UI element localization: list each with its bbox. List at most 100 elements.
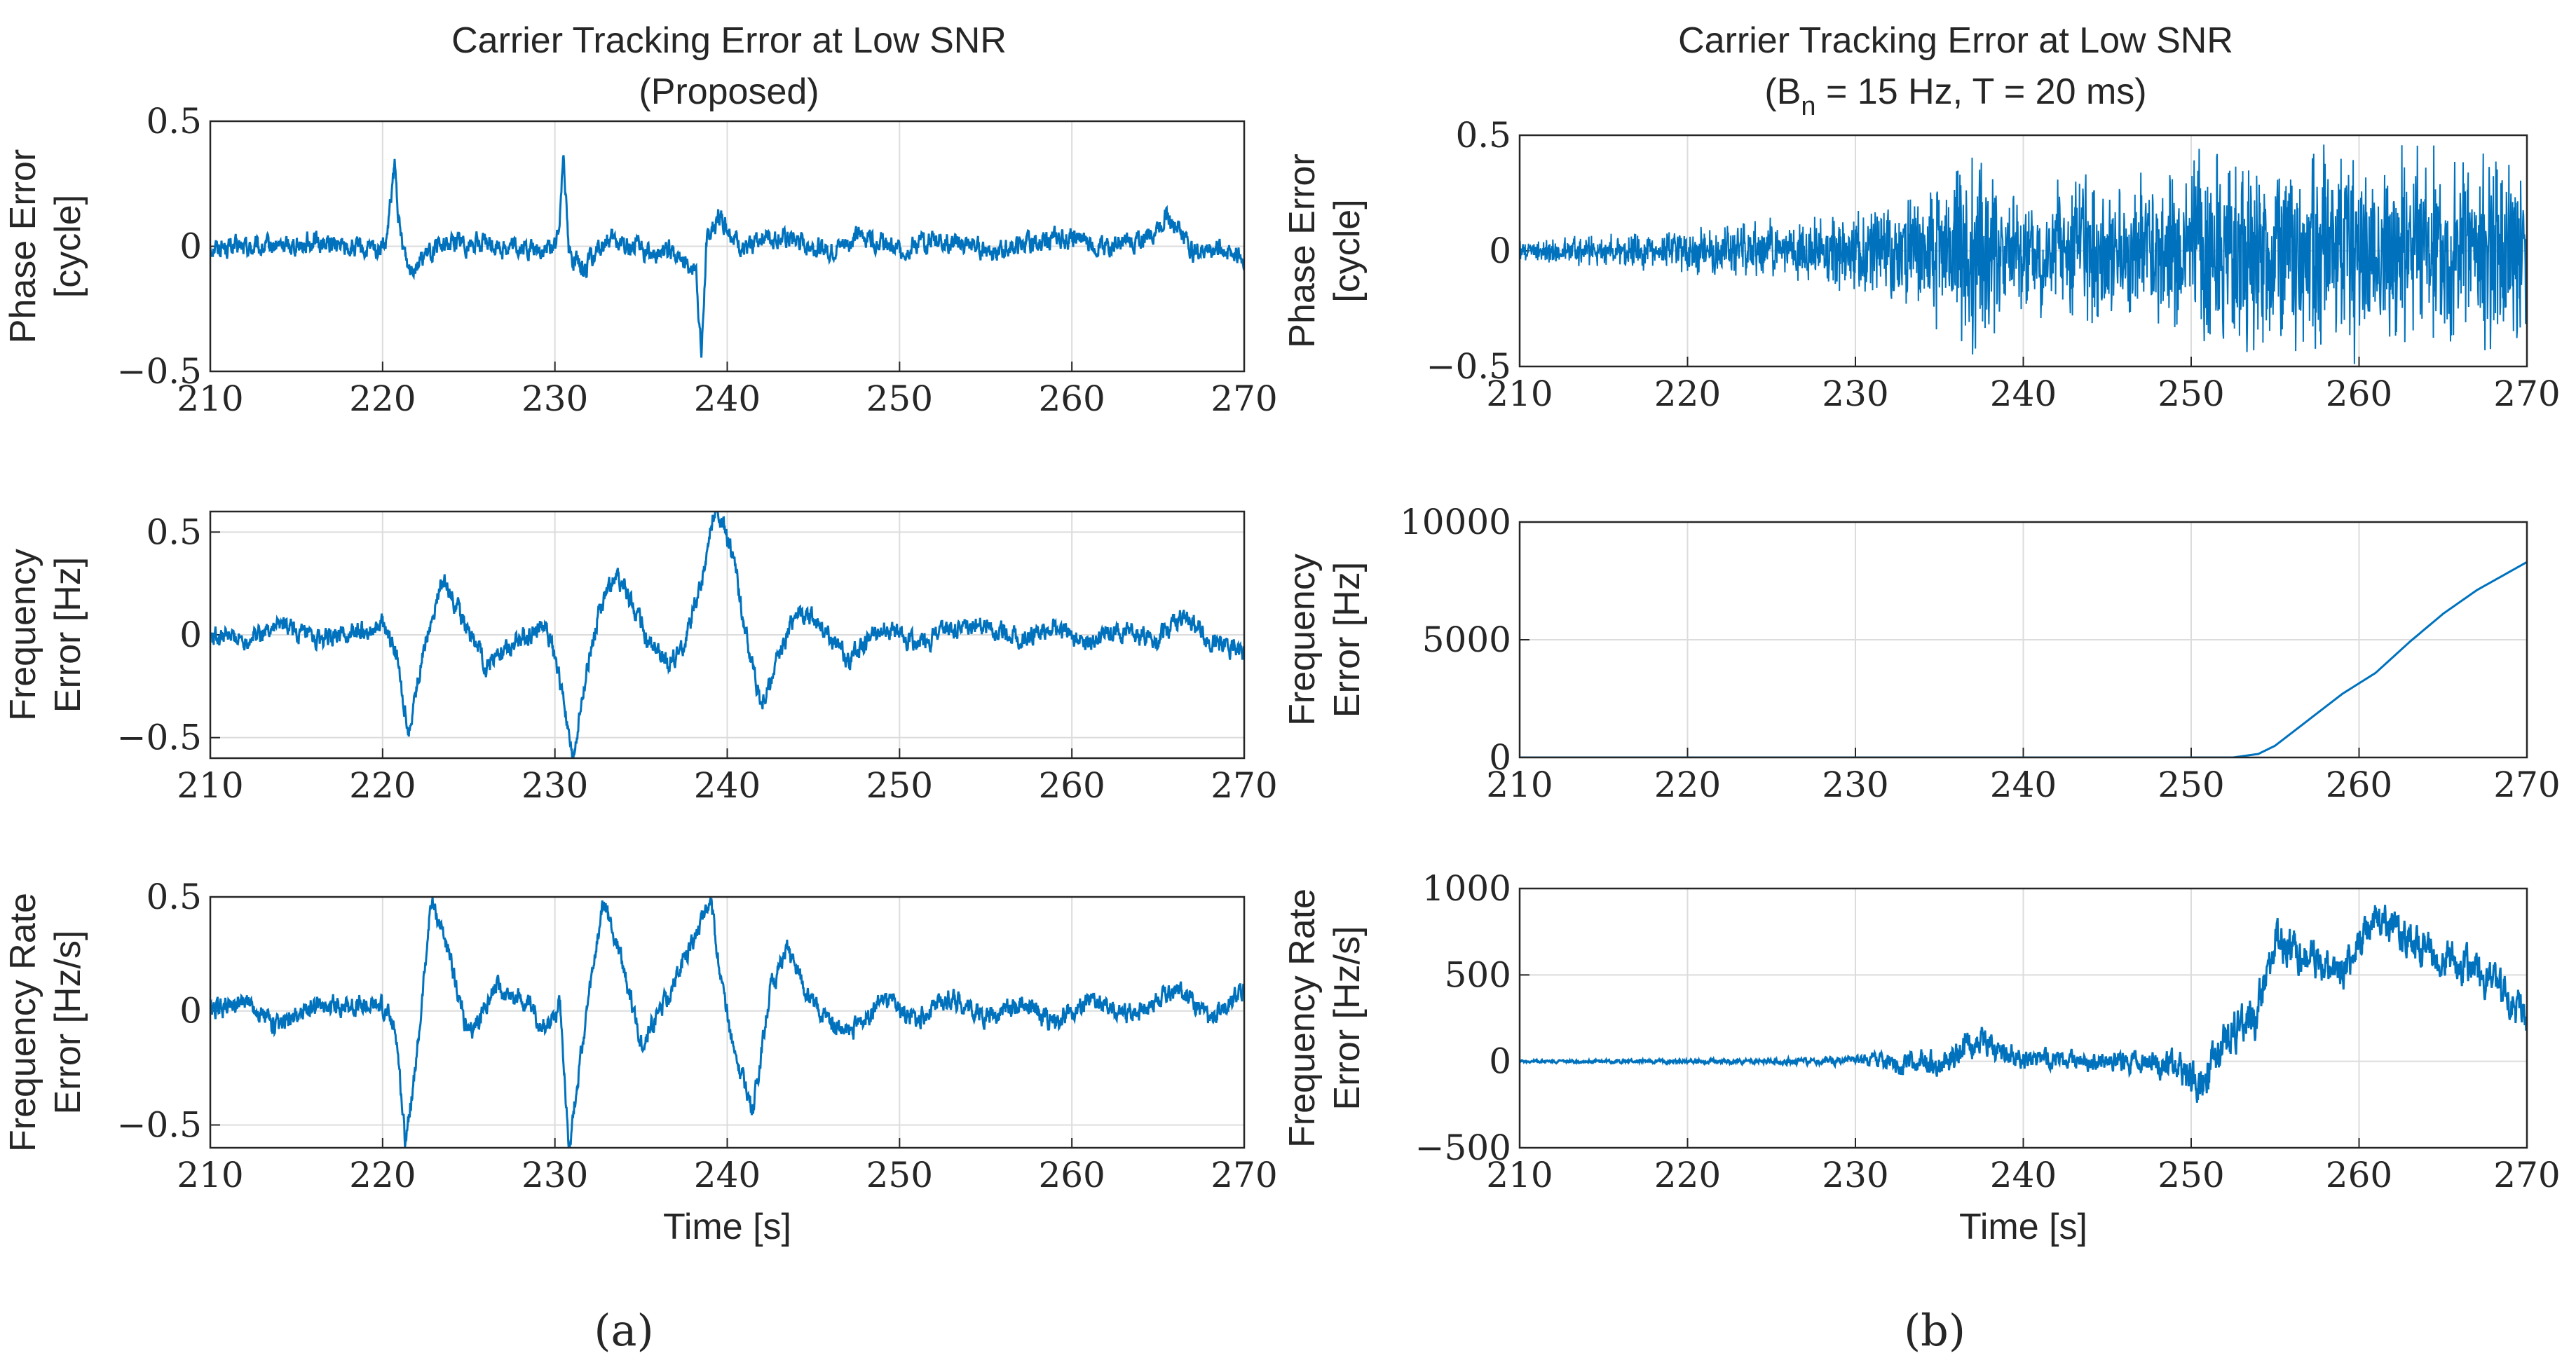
axes-box	[209, 896, 1246, 1149]
y-axis-label-line2: Error [Hz/s]	[1327, 926, 1368, 1111]
y-axis-label: Frequency Rate Error [Hz/s]	[3, 893, 88, 1152]
y-tick-label: 0.5	[1455, 115, 1511, 156]
x-tick-label: 220	[349, 765, 416, 806]
left-title-line1: Carrier Tracking Error at Low SNR	[451, 20, 1007, 61]
panel-b2: 210 220 230 240 250 260 270 0 5000 10000 Frequency…	[1282, 502, 2561, 805]
y-tick-label: 1000	[1422, 868, 1511, 909]
x-tick-label: 220	[1654, 764, 1721, 805]
x-tick-label: 240	[1990, 1155, 2057, 1195]
x-tick-label: 270	[2493, 1155, 2560, 1195]
x-tick-label: 220	[349, 378, 416, 419]
y-tick-label: −500	[1415, 1127, 1511, 1168]
y-tick-label: 0	[179, 226, 202, 267]
axes-box	[1518, 887, 2528, 1149]
x-tick-label: 210	[1486, 1155, 1553, 1195]
y-axis-label: Phase Error [cycle]	[3, 149, 88, 343]
x-tick-label: 210	[177, 378, 243, 419]
panel-b1: 210 220 230 240 250 260 270 −0.5 0 0.5 Phase Error…	[1282, 115, 2561, 414]
x-axis-label: Time [s]	[1959, 1207, 2087, 1247]
y-tick-label: 10000	[1400, 502, 1511, 542]
x-tick-label: 260	[2326, 764, 2392, 805]
x-tick-label: 240	[1990, 764, 2057, 805]
x-tick-label: 270	[1211, 378, 1277, 419]
x-tick-label: 250	[866, 765, 933, 806]
x-tick-label: 270	[2493, 373, 2560, 414]
series-line	[1520, 144, 2527, 364]
series-line	[1520, 561, 2527, 757]
y-tick-label: −0.5	[117, 718, 202, 758]
x-tick-label: 210	[1486, 764, 1553, 805]
x-tick-label: 230	[522, 765, 588, 806]
y-tick-label: 0	[1489, 1041, 1511, 1082]
x-tick-label: 210	[177, 1155, 243, 1195]
right-title-line1: Carrier Tracking Error at Low SNR	[1678, 20, 2233, 61]
y-axis-label-line2: [cycle]	[48, 195, 88, 298]
x-tick-label: 240	[694, 765, 761, 806]
y-tick-label: 0.5	[146, 512, 202, 552]
series-line	[210, 897, 1244, 1148]
panel-a1: 210 220 230 240 250 260 270 −0.5 0 0.5 Phase Error…	[3, 101, 1278, 419]
axes-box	[1518, 134, 2528, 368]
axes-box	[209, 510, 1246, 760]
y-tick-label: −0.5	[1426, 346, 1511, 387]
y-axis-label-line1: Phase Error	[1282, 153, 1323, 348]
y-axis-label-line1: Frequency Rate	[1282, 889, 1323, 1148]
y-axis-label: Frequency Error [Hz]	[3, 549, 88, 721]
series-line	[210, 155, 1244, 358]
x-tick-label: 270	[2493, 764, 2560, 805]
y-axis-label-line2: [cycle]	[1327, 199, 1368, 302]
x-tick-label: 260	[2326, 373, 2392, 414]
y-tick-label: 0	[179, 615, 202, 655]
x-tick-label: 260	[1038, 1155, 1105, 1195]
x-tick-label: 210	[177, 765, 243, 806]
x-tick-label: 230	[522, 378, 588, 419]
y-tick-label: 5000	[1422, 619, 1511, 660]
y-axis-label-line1: Phase Error	[3, 149, 43, 343]
right-title-post: = 15 Hz, T = 20 ms)	[1816, 71, 2147, 112]
x-tick-label: 250	[866, 378, 933, 419]
y-tick-label: 0.5	[146, 101, 202, 142]
x-tick-label: 240	[694, 378, 761, 419]
y-axis-label-line2: Error [Hz]	[48, 557, 88, 713]
x-tick-label: 230	[522, 1155, 588, 1195]
right-title-line2: (Bn = 15 Hz, T = 20 ms)	[1764, 71, 2146, 121]
x-tick-label: 230	[1822, 373, 1888, 414]
series-line	[210, 512, 1244, 758]
x-tick-label: 220	[1654, 1155, 1721, 1195]
panel-a3: 210 220 230 240 250 260 270 −0.5 0 0.5 Frequency R…	[3, 877, 1278, 1247]
x-tick-label: 230	[1822, 1155, 1888, 1195]
left-title-line2: (Proposed)	[639, 71, 819, 112]
y-axis-label: Phase Error [cycle]	[1282, 153, 1368, 348]
axes-box	[1518, 521, 2528, 759]
y-tick-label: −0.5	[117, 351, 202, 392]
x-tick-label: 220	[349, 1155, 416, 1195]
right-title-sub: n	[1801, 92, 1815, 121]
x-tick-label: 260	[1038, 765, 1105, 806]
panel-a2: 210 220 230 240 250 260 270 −0.5 0 0.5 Frequency Er…	[3, 510, 1278, 806]
y-tick-label: −0.5	[117, 1104, 202, 1145]
x-tick-label: 270	[1211, 765, 1277, 806]
y-axis-label-line1: Frequency	[3, 549, 43, 721]
subfigure-label-b: (b)	[1904, 1305, 1965, 1356]
y-axis-label: Frequency Rate Error [Hz/s]	[1282, 889, 1368, 1148]
x-tick-label: 220	[1654, 373, 1721, 414]
y-tick-label: 0.5	[146, 877, 202, 917]
x-tick-label: 250	[2158, 764, 2224, 805]
subfigure-label-a: (a)	[594, 1305, 653, 1356]
x-tick-label: 250	[2158, 1155, 2224, 1195]
x-tick-label: 230	[1822, 764, 1888, 805]
y-axis-label-line2: Error [Hz]	[1327, 562, 1368, 718]
y-axis-label-line2: Error [Hz/s]	[48, 931, 88, 1115]
y-axis-label-line1: Frequency	[1282, 554, 1323, 726]
axes-box	[209, 120, 1246, 373]
x-tick-label: 240	[1990, 373, 2057, 414]
y-tick-label: 0	[1489, 737, 1511, 778]
x-tick-label: 270	[1211, 1155, 1277, 1195]
panel-b3: 210 220 230 240 250 260 270 −500 0 500 1000 Frequen…	[1282, 868, 2561, 1247]
x-axis-label: Time [s]	[663, 1207, 791, 1247]
y-axis-label: Frequency Error [Hz]	[1282, 554, 1368, 726]
y-tick-label: 0	[1489, 231, 1511, 271]
x-tick-label: 210	[1486, 373, 1553, 414]
x-tick-label: 260	[1038, 378, 1105, 419]
y-tick-label: 500	[1445, 954, 1511, 995]
